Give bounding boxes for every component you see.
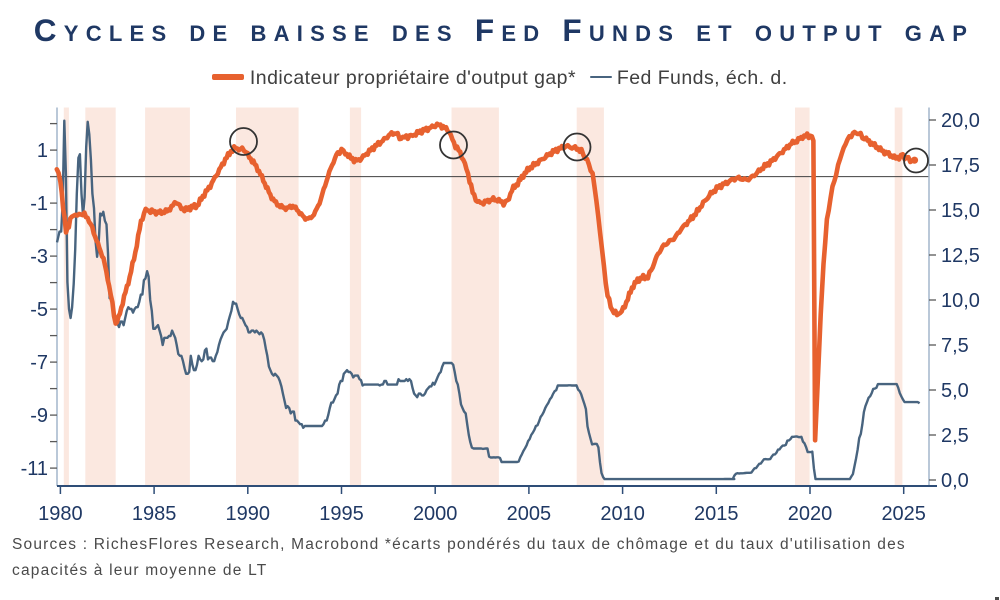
svg-text:-3: -3 — [30, 246, 48, 268]
svg-text:0,0: 0,0 — [941, 470, 969, 492]
svg-text:-7: -7 — [30, 352, 48, 374]
svg-text:2005: 2005 — [507, 503, 552, 525]
svg-text:1985: 1985 — [132, 503, 177, 525]
svg-text:2025: 2025 — [881, 503, 926, 525]
svg-text:-5: -5 — [30, 299, 48, 321]
svg-text:1: 1 — [37, 140, 48, 162]
svg-text:2020: 2020 — [788, 503, 833, 525]
svg-text:15,0: 15,0 — [941, 200, 980, 222]
svg-text:1995: 1995 — [319, 503, 364, 525]
svg-text:2,5: 2,5 — [941, 425, 969, 447]
svg-text:20,0: 20,0 — [941, 110, 980, 132]
svg-text:10,0: 10,0 — [941, 290, 980, 312]
svg-text:-9: -9 — [30, 405, 48, 427]
svg-text:-11: -11 — [21, 458, 48, 480]
svg-text:1990: 1990 — [226, 503, 271, 525]
svg-text:2000: 2000 — [413, 503, 458, 525]
svg-text:5,0: 5,0 — [941, 380, 969, 402]
svg-text:-1: -1 — [30, 193, 48, 215]
svg-text:2015: 2015 — [694, 503, 739, 525]
svg-text:12,5: 12,5 — [941, 245, 980, 267]
svg-text:2010: 2010 — [600, 503, 645, 525]
svg-text:1980: 1980 — [38, 503, 83, 525]
svg-text:7,5: 7,5 — [941, 335, 969, 357]
svg-text:17,5: 17,5 — [941, 155, 980, 177]
